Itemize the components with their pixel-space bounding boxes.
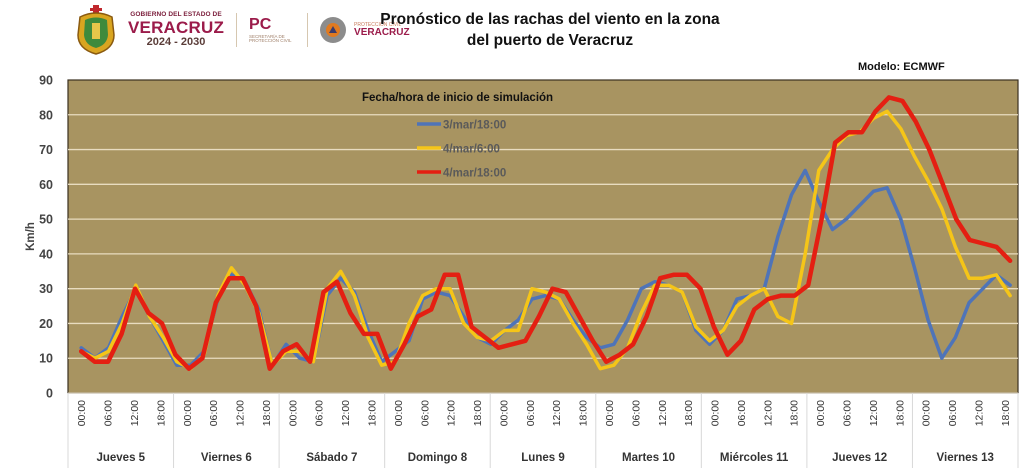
legend-entry: 3/mar/18:00 (443, 120, 506, 132)
plot-area (67, 79, 1019, 394)
y-tick-label: 30 (39, 282, 53, 296)
y-tick-label: 0 (46, 387, 53, 401)
x-tick-label: 06:00 (841, 400, 853, 426)
y-tick-label: 80 (39, 108, 53, 122)
x-tick-label: 12:00 (235, 400, 247, 426)
y-axis-label: Km/h (25, 222, 37, 251)
x-tick-label: 06:00 (630, 400, 642, 426)
logo-divider (236, 13, 238, 47)
x-tick-label: 18:00 (155, 400, 167, 426)
x-tick-label: 00:00 (393, 400, 405, 426)
x-tick-label: 06:00 (208, 400, 220, 426)
gov-line1: GOBIERNO DEL ESTADO DE (130, 10, 222, 18)
x-tick-label: 06:00 (419, 400, 431, 426)
day-label: Viernes 13 (937, 452, 994, 464)
proteccion-civil-emblem-icon (320, 17, 347, 43)
veracruz-coat-of-arms-icon (74, 5, 118, 55)
x-tick-label: 06:00 (736, 400, 748, 426)
day-label: Viernes 6 (201, 452, 252, 464)
y-tick-label: 40 (39, 247, 53, 261)
x-axis: 00:00 06:00 12:00 18:00 Jueves 5 00:00 06:00 12… (67, 392, 1019, 468)
x-tick-label: 00:00 (182, 400, 194, 426)
x-tick-label: 00:00 (287, 400, 299, 426)
proteccion-civil-veracruz-logo: PROTECCIÓN CIVIL VERACRUZ (354, 21, 410, 38)
x-tick-label: 00:00 (921, 400, 933, 426)
x-tick-label: 06:00 (947, 400, 959, 426)
title-line-1: Pronóstico de las rachas del viento en l… (380, 11, 720, 28)
x-tick-label: 12:00 (973, 400, 985, 426)
x-tick-label: 12:00 (551, 400, 563, 426)
x-tick-label: 18:00 (261, 400, 273, 426)
series-lines (78, 95, 1013, 371)
x-tick-label: 00:00 (498, 400, 510, 426)
x-tick-label: 00:00 (815, 400, 827, 426)
x-tick-label: 00:00 (76, 400, 88, 426)
x-tick-label: 18:00 (1000, 400, 1012, 426)
x-tick-label: 18:00 (578, 400, 590, 426)
x-tick-label: 12:00 (762, 400, 774, 426)
day-label: Martes 10 (622, 452, 675, 464)
x-tick-label: 12:00 (129, 400, 141, 426)
pcv-small: PROTECCIÓN CIVIL (354, 21, 402, 28)
series-line-4-mar-18-00 (78, 95, 1013, 371)
x-tick-label: 18:00 (789, 400, 801, 426)
day-label: Jueves 5 (96, 452, 145, 464)
x-tick-label: 00:00 (604, 400, 616, 426)
x-tick-label: 18:00 (894, 400, 906, 426)
legend: Fecha/hora de inicio de simulación 3/mar… (362, 92, 553, 180)
y-tick-label: 70 (39, 143, 53, 157)
legend-entry: 4/mar/18:00 (443, 168, 506, 180)
x-tick-label: 12:00 (446, 400, 458, 426)
day-label: Domingo 8 (408, 452, 468, 464)
x-tick-label: 18:00 (472, 400, 484, 426)
x-tick-label: 00:00 (710, 400, 722, 426)
day-label: Lunes 9 (521, 452, 564, 464)
gov-line2: VERACRUZ (128, 18, 225, 38)
x-tick-label: 06:00 (314, 400, 326, 426)
chart-title: Pronóstico de las rachas del viento en l… (380, 9, 720, 51)
y-tick-label: 90 (39, 74, 53, 88)
x-tick-label: 06:00 (103, 400, 115, 426)
pc-small: SECRETARÍA DE PROTECCIÓN CIVIL (249, 33, 292, 43)
day-label: Jueves 12 (832, 452, 887, 464)
y-tick-label: 60 (39, 178, 53, 192)
gobierno-veracruz-logo: GOBIERNO DEL ESTADO DE VERACRUZ 2024 - 2… (126, 10, 225, 49)
logo-divider (307, 13, 309, 47)
day-label: Sábado 7 (306, 452, 357, 464)
legend-title: Fecha/hora de inicio de simulación (362, 92, 553, 104)
model-label: Modelo: ECMWF (858, 61, 945, 73)
x-tick-label: 12:00 (868, 400, 880, 426)
x-tick-label: 18:00 (683, 400, 695, 426)
pc-logo: PC SECRETARÍA DE PROTECCIÓN CIVIL (249, 15, 295, 44)
gov-line3: 2024 - 2030 (146, 36, 206, 49)
x-tick-label: 18:00 (366, 400, 378, 426)
legend-entry: 4/mar/6:00 (443, 144, 500, 156)
header-logos: GOBIERNO DEL ESTADO DE VERACRUZ 2024 - 2… (74, 4, 410, 56)
gridlines (68, 114, 1018, 359)
day-label: Miércoles 11 (720, 452, 789, 464)
x-tick-label: 06:00 (525, 400, 537, 426)
pc-big: PC (249, 15, 272, 33)
y-tick-label: 50 (39, 213, 53, 227)
pcv-big: VERACRUZ (354, 26, 410, 38)
title-line-2: del puerto de Veracruz (466, 32, 634, 49)
x-tick-label: 12:00 (340, 400, 352, 426)
y-tick-label: 10 (39, 352, 53, 366)
y-tick-label: 20 (39, 317, 53, 331)
x-tick-label: 12:00 (657, 400, 669, 426)
y-axis-ticks: 0 10 20 30 40 50 60 70 80 90 (39, 74, 53, 401)
